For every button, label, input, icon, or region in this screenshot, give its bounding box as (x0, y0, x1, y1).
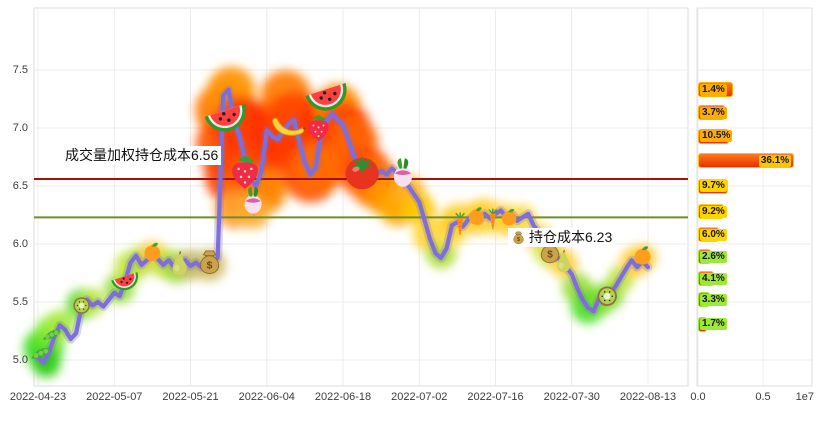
volume-pct-label: 9.2% (700, 205, 727, 218)
volume-pct-label: 2.6% (700, 250, 727, 263)
x-axis-label: 2022-08-13 (619, 391, 677, 403)
strawberry-icon (232, 155, 258, 189)
volume-heat-blobs (23, 66, 656, 378)
volume-pct-label: 3.3% (700, 293, 727, 306)
vwap-cost-text: 成交量加权持仓成本6.56 (65, 147, 219, 163)
holding-cost-label: $ 持仓成本6.23 (508, 228, 616, 247)
volume-axis-label: 0.5 (755, 391, 771, 403)
tangerine-icon (501, 208, 517, 226)
svg-text:$: $ (517, 237, 520, 243)
svg-text:$: $ (547, 250, 553, 261)
y-axis-label: 5.5 (12, 296, 28, 308)
pea-icon (31, 347, 51, 359)
volume-pct-label: 6.0% (700, 228, 727, 241)
volume-pct-label: 1.7% (700, 318, 727, 330)
volume-bar: 9.7% (698, 178, 728, 194)
pear-icon (172, 251, 187, 276)
x-axis-label: 2022-05-21 (162, 391, 219, 403)
watermelon-icon (204, 103, 246, 132)
volume-pct-label: 9.7% (700, 180, 727, 192)
volume-pct-label: 36.1% (758, 154, 792, 167)
x-axis-label: 2022-07-16 (467, 391, 524, 403)
tangerine-icon (634, 246, 651, 265)
volume-pct-label: 1.4% (700, 83, 727, 96)
x-axis-label: 2022-05-07 (86, 391, 143, 403)
banana-icon (272, 117, 306, 136)
x-axis-label: 2022-04-23 (9, 391, 67, 403)
volume-bar: 2.6% (698, 249, 727, 265)
volume-pct-label: 4.1% (700, 272, 727, 285)
tomato-icon (345, 156, 379, 190)
volume-axis-unit-label: 1e7 (795, 391, 814, 403)
volume-bar: 10.5% (698, 128, 733, 144)
x-axis-label: 2022-06-18 (314, 391, 372, 403)
volume-bar: 1.7% (698, 316, 727, 332)
x-axis-label: 2022-06-04 (238, 391, 295, 403)
kiwi-icon (597, 286, 617, 306)
vwap-cost-label: 成交量加权持仓成本6.56 (62, 146, 222, 165)
y-axis-label: 5.0 (12, 354, 28, 366)
carrot-icon (488, 208, 498, 230)
money-bag-icon: $ (200, 250, 220, 275)
pear-icon (557, 249, 571, 273)
volume-bar: 4.1% (698, 271, 727, 287)
x-axis-label: 2022-07-30 (543, 391, 600, 403)
radish-icon (393, 158, 412, 190)
y-axis-label: 7.5 (12, 64, 28, 76)
y-axis-label: 7.0 (12, 122, 28, 134)
watermelon-icon (111, 272, 139, 291)
volume-pct-label: 10.5% (700, 130, 733, 143)
volume-bar: 3.7% (698, 105, 727, 121)
strawberry-icon (308, 114, 329, 142)
volume-bar: 1.4% (698, 82, 734, 98)
volume-bar: 36.1% (698, 153, 795, 168)
y-axis-label: 6.5 (12, 180, 28, 192)
tangerine-icon (468, 207, 484, 225)
kiwi-icon (73, 297, 90, 314)
holding-cost-text: 持仓成本6.23 (529, 229, 613, 245)
watermelon-icon (305, 83, 347, 111)
volume-pct-label: 3.7% (700, 106, 727, 119)
x-axis-label: 2022-07-02 (391, 391, 448, 403)
volume-bar: 9.2% (698, 204, 727, 219)
volume-axis-label: 0.0 (690, 391, 706, 403)
tangerine-icon (144, 242, 161, 262)
pea-icon (42, 329, 61, 340)
radish-icon (244, 186, 262, 217)
money-bag-icon: $ (511, 230, 526, 246)
y-axis-label: 6.0 (12, 238, 28, 250)
svg-text:$: $ (207, 259, 213, 271)
volume-bar: 6.0% (698, 227, 727, 243)
volume-bar: 3.3% (698, 292, 727, 308)
carrot-icon (455, 212, 465, 236)
